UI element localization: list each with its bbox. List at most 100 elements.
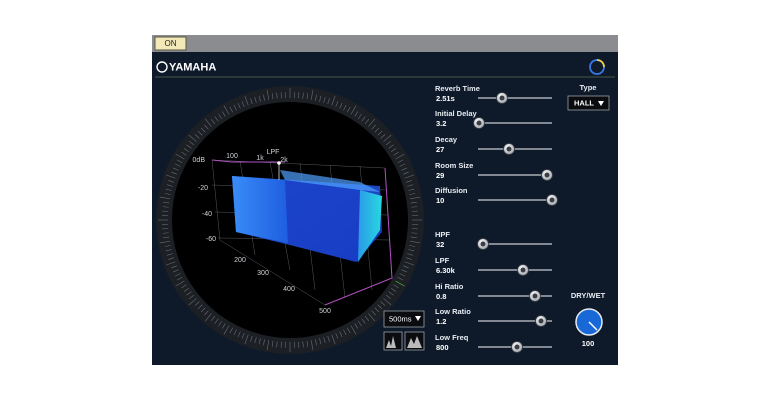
time-label: 500 — [319, 308, 331, 315]
ring-tick — [323, 337, 326, 344]
ring-tick — [350, 325, 357, 335]
ring-tick — [181, 284, 187, 289]
level-label: -20 — [198, 185, 208, 192]
ring-tick — [266, 340, 270, 351]
ring-tick — [357, 320, 362, 327]
ring-tick — [354, 111, 359, 117]
ring-tick — [315, 339, 317, 346]
ring-tick — [339, 102, 343, 109]
ring-tick — [165, 249, 172, 252]
ring-tick — [210, 315, 216, 322]
ring-tick — [165, 188, 172, 191]
ring-tick — [214, 318, 219, 324]
ring-tick — [221, 111, 226, 117]
ring-tick — [368, 313, 376, 322]
ring-tick — [377, 130, 383, 136]
dropdown-arrow — [598, 101, 604, 106]
top-bar — [152, 35, 618, 52]
dry-wet-value: 100 — [582, 339, 595, 348]
ring-tick — [188, 298, 197, 306]
ring-tick — [343, 329, 347, 336]
ring-tick — [200, 127, 206, 133]
ring-tick — [408, 188, 415, 191]
view-icon — [407, 336, 422, 348]
parameter-value: 1.2 — [436, 317, 446, 326]
ring-tick — [168, 180, 175, 183]
ring-tick — [237, 331, 241, 338]
parameter-value: 2.51s — [436, 94, 455, 103]
ring-tick — [197, 304, 203, 310]
ring-ticks — [158, 88, 422, 352]
parameter-value: 27 — [436, 145, 444, 154]
ring-tick — [401, 269, 408, 273]
brand-emblem — [156, 61, 168, 73]
ring-tick — [335, 333, 339, 339]
ring-tick — [229, 327, 233, 334]
ring-tick — [166, 253, 173, 256]
ring-tick — [331, 95, 336, 106]
ring-tick — [263, 339, 265, 346]
ring-tick — [395, 280, 405, 287]
ring-tick — [188, 134, 197, 142]
ring-tick — [159, 240, 170, 244]
ring-tick — [174, 273, 181, 277]
ring-tick — [404, 174, 415, 179]
reverb-surface-front — [232, 176, 288, 243]
ring-tick — [407, 253, 414, 256]
ring-tick — [162, 232, 169, 234]
ring-tick — [403, 265, 409, 269]
ring-tick — [327, 335, 330, 342]
ring-tick — [315, 94, 317, 101]
ring-tick — [411, 232, 418, 234]
ring-tick — [347, 327, 351, 334]
ring-tick — [214, 116, 219, 122]
slider-knob-center — [506, 146, 512, 152]
ring-tick — [254, 337, 257, 344]
ring-tick — [411, 206, 418, 208]
time-range-dropdown[interactable] — [383, 310, 425, 328]
ring-tick — [221, 323, 226, 329]
ring-tick — [258, 95, 261, 102]
product-icon-accent — [596, 59, 605, 68]
ring-tick — [371, 124, 376, 130]
ring-tick — [354, 323, 359, 329]
ring-tick — [390, 287, 397, 292]
ring-tick — [165, 174, 176, 179]
ring-tick — [377, 304, 383, 310]
ring-tick — [405, 180, 412, 183]
ring-tick — [164, 193, 171, 195]
ring-tick — [250, 335, 253, 342]
type-dropdown[interactable] — [567, 95, 610, 111]
ring-tick — [204, 310, 209, 316]
ring-tick — [410, 196, 421, 200]
ring-tick — [159, 196, 170, 200]
ring-tick — [385, 140, 392, 146]
ring-tick — [229, 106, 233, 113]
ring-tick — [162, 206, 169, 208]
slider-knob-center — [549, 197, 555, 203]
parameter-label: HPF — [435, 230, 450, 239]
parameter-label: Initial Delay — [435, 109, 478, 118]
ring-tick — [408, 249, 415, 252]
slider-knob-center — [480, 241, 486, 247]
ring-tick — [188, 140, 195, 146]
ring-tick — [183, 287, 190, 292]
ring-tick — [364, 315, 370, 322]
ring-tick — [407, 184, 414, 187]
ring-tick — [339, 331, 343, 338]
ring-tick — [380, 301, 386, 306]
ring-tick — [181, 151, 187, 156]
on-button[interactable] — [154, 36, 187, 51]
ring-tick — [357, 113, 362, 120]
ring-tick — [266, 89, 270, 100]
freq-label: 2k — [280, 157, 288, 164]
parameter-value: 800 — [436, 343, 449, 352]
ring-tick — [403, 171, 409, 175]
ring-tick — [410, 240, 421, 244]
ring-tick — [186, 144, 192, 149]
ring-tick — [331, 334, 336, 345]
ring-tick — [347, 106, 351, 113]
ring-tick — [194, 301, 200, 306]
ring-tick — [327, 98, 330, 105]
